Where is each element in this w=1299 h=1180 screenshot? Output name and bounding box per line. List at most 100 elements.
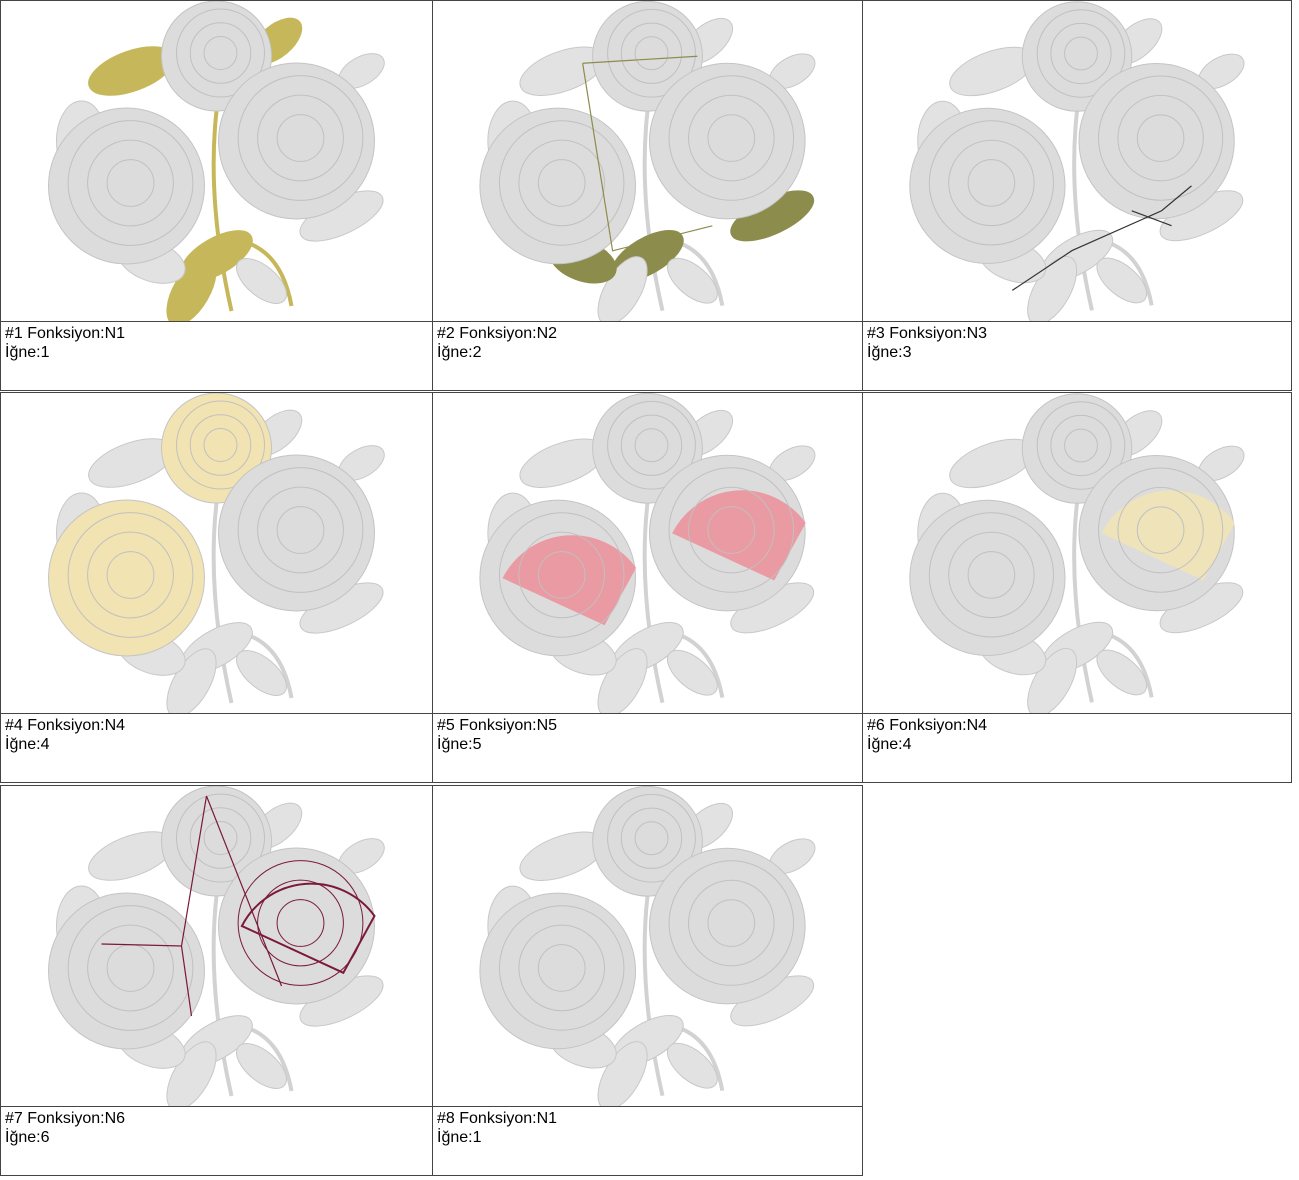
petal-line [634, 36, 669, 71]
petal-line [189, 807, 252, 869]
petal-line [1050, 414, 1112, 477]
petal-line [176, 8, 265, 98]
color-cell: #2 Fonksiyon:N2 İğne:2 [432, 0, 863, 391]
petal-line [203, 821, 238, 855]
rose [48, 892, 205, 1050]
petal-line [189, 414, 252, 476]
petal-line [106, 159, 155, 207]
petal-line [257, 94, 344, 182]
function-label: #1 Fonksiyon:N1 [5, 325, 126, 342]
jump-stitch [1011, 185, 1192, 291]
rose [909, 499, 1066, 657]
function-label: #6 Fonksiyon:N4 [867, 717, 988, 734]
leaf [1027, 255, 1078, 321]
petal-line [948, 139, 1035, 227]
design-preview [479, 393, 816, 713]
petal-line [67, 512, 194, 638]
petal-line [498, 905, 625, 1031]
petal-line [928, 120, 1055, 246]
petal-line [87, 139, 174, 227]
petal-line [498, 120, 625, 246]
rose [48, 499, 205, 657]
design-preview [48, 1, 385, 321]
needle-label: İğne:1 [5, 344, 50, 361]
rose [479, 892, 637, 1050]
rose [48, 107, 205, 265]
petal-line [537, 944, 586, 992]
function-label: #3 Fonksiyon:N3 [867, 325, 988, 342]
petal-line [928, 512, 1055, 638]
leaf [236, 1043, 287, 1089]
function-label: #5 Fonksiyon:N5 [437, 717, 558, 734]
function-label: #7 Fonksiyon:N6 [5, 1110, 126, 1127]
petal-line [176, 400, 265, 490]
petal-line [1136, 506, 1185, 554]
color-cell: #3 Fonksiyon:N3 İğne:3 [862, 0, 1292, 391]
color-cell: #1 Fonksiyon:N1 İğne:1 [0, 0, 433, 391]
petal-line [607, 400, 696, 490]
leaf [166, 256, 217, 321]
needle-label: İğne:2 [437, 344, 482, 361]
jump-stitch [582, 55, 713, 252]
leaf [597, 1041, 648, 1106]
petal-line [1117, 486, 1204, 574]
petal-line [688, 94, 775, 182]
petal-line [1050, 22, 1112, 85]
color-cell: #6 Fonksiyon:N4 İğne:4 [862, 392, 1292, 783]
color-cell: #7 Fonksiyon:N6 İğne:6 [0, 785, 433, 1176]
caption: #3 Fonksiyon:N3 İğne:3 [863, 321, 1291, 390]
design-preview [909, 1, 1245, 321]
rose [1078, 62, 1235, 220]
leaf [166, 648, 217, 713]
design-preview [48, 786, 385, 1106]
petal-line [967, 551, 1016, 599]
leaf [667, 649, 718, 696]
petal-line [707, 114, 756, 162]
needle-label: İğne:4 [5, 736, 50, 753]
design-preview [479, 1, 816, 321]
petal-line [620, 22, 683, 84]
petal-line [537, 551, 586, 599]
caption: #8 Fonksiyon:N1 İğne:1 [433, 1106, 862, 1175]
leaf [236, 650, 287, 696]
leaf [667, 257, 718, 304]
petal-line [189, 22, 252, 84]
petal-line [67, 905, 194, 1031]
design-preview [48, 393, 385, 713]
petal-line [237, 860, 364, 986]
design-preview [909, 393, 1245, 713]
rose [648, 847, 806, 1005]
rose-highlight [240, 882, 376, 975]
rose-highlight [672, 490, 806, 581]
petal-line [620, 414, 683, 476]
petal-line [634, 821, 669, 856]
petal-line [176, 793, 265, 883]
petal-line [1064, 428, 1098, 463]
rose [909, 107, 1066, 265]
petal-line [668, 467, 795, 593]
function-label: #4 Fonksiyon:N4 [5, 717, 126, 734]
needle-label: İğne:1 [437, 1129, 482, 1146]
jump-stitch [101, 795, 283, 1017]
function-label: #2 Fonksiyon:N2 [437, 325, 558, 342]
petal-line [948, 531, 1035, 619]
petal-line [203, 36, 238, 70]
rose [648, 62, 806, 220]
petal-line [1098, 467, 1224, 593]
function-label: #8 Fonksiyon:N1 [437, 1110, 558, 1127]
petal-line [1064, 36, 1098, 71]
color-cell: #5 Fonksiyon:N5 İğne:5 [432, 392, 863, 783]
petal-line [607, 793, 696, 883]
petal-line [1117, 94, 1204, 182]
petal-line [707, 506, 756, 554]
needle-label: İğne:5 [437, 736, 482, 753]
caption: #5 Fonksiyon:N5 İğne:5 [433, 713, 862, 782]
petal-line [1036, 401, 1126, 490]
rose-highlight [502, 535, 637, 626]
needle-label: İğne:3 [867, 344, 912, 361]
petal-line [106, 551, 155, 599]
petal-line [276, 114, 325, 162]
petal-line [237, 467, 364, 593]
rose [218, 62, 375, 220]
leaf [597, 256, 648, 321]
